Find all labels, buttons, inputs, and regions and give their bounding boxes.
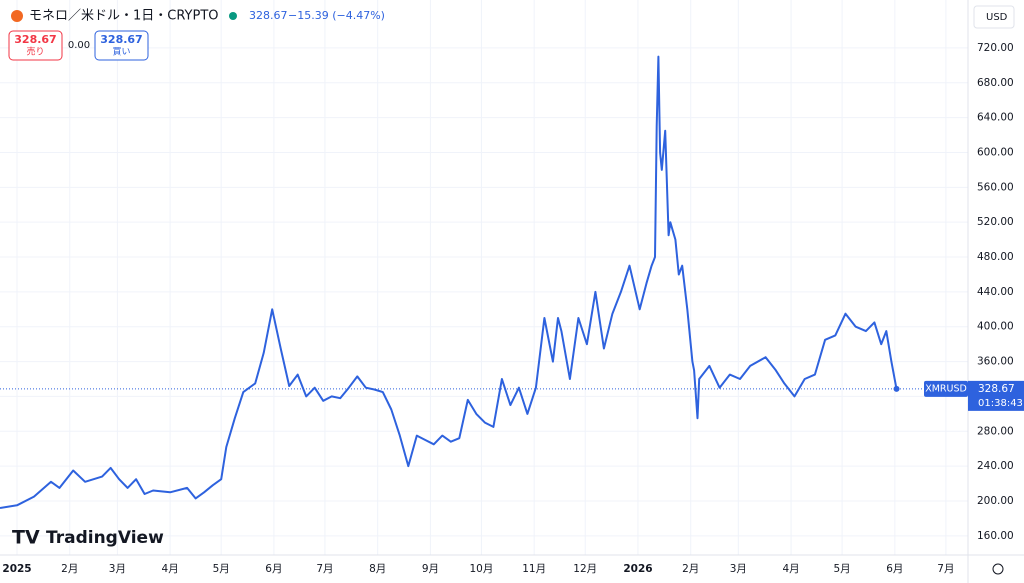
y-tick-label: 280.00: [977, 425, 1014, 437]
y-tick-label: 520.00: [977, 216, 1014, 228]
x-tick-label: 2026: [623, 563, 652, 575]
y-tick-label: 560.00: [977, 181, 1014, 193]
x-tick-label: 6月: [886, 563, 903, 575]
coin-icon: [11, 10, 23, 22]
grid: [0, 0, 968, 555]
y-tick-label: 360.00: [977, 356, 1014, 368]
last-price: 328.67: [249, 9, 288, 22]
chart-title: モネロ／米ドル・1日・CRYPTO: [29, 9, 219, 24]
y-tick-label: 720.00: [977, 42, 1014, 54]
symbol-label: XMRUSD: [925, 383, 967, 394]
y-tick-label: 640.00: [977, 112, 1014, 124]
currency[interactable]: USD: [986, 12, 1008, 23]
symbol-tag: [924, 380, 968, 397]
x-tick-label: 4月: [782, 563, 799, 575]
x-tick-label: 2月: [61, 563, 78, 575]
status-dot: [229, 12, 237, 20]
brand: TradingView: [46, 528, 164, 548]
spread: 0.00: [68, 40, 90, 51]
buy-button[interactable]: [94, 30, 149, 61]
price-tag-value: 328.67: [978, 383, 1015, 395]
x-tick-label: 2025: [2, 563, 31, 575]
currency-button[interactable]: [973, 5, 1015, 29]
sell-button[interactable]: [8, 30, 63, 61]
y-tick-label: 600.00: [977, 146, 1014, 158]
x-tick-label: 6月: [265, 563, 282, 575]
x-tick-label: 12月: [573, 563, 597, 575]
x-tick-label: 11月: [522, 563, 546, 575]
buy-price[interactable]: 328.67: [100, 33, 142, 46]
y-tick-label: 240.00: [977, 460, 1014, 472]
x-tick-label: 8月: [369, 563, 386, 575]
y-tick-label: 200.00: [977, 495, 1014, 507]
y-tick-label: 160.00: [977, 530, 1014, 542]
x-tick-label: 5月: [834, 563, 851, 575]
x-tick-label: 10月: [470, 563, 494, 575]
x-tick-label: 7月: [937, 563, 954, 575]
sell-label[interactable]: 売り: [26, 46, 44, 58]
x-tick-label: 2月: [682, 563, 699, 575]
change: −15.39 (−4.47%): [288, 9, 385, 22]
last-point: [893, 385, 900, 392]
x-tick-label: 9月: [422, 563, 439, 575]
y-tick-label: 400.00: [977, 321, 1014, 333]
y-tick-label: 680.00: [977, 77, 1014, 89]
x-tick-label: 3月: [109, 563, 126, 575]
x-tick-label: 4月: [162, 563, 179, 575]
buy-label[interactable]: 買い: [112, 47, 130, 58]
x-tick-label: 7月: [316, 563, 333, 575]
brand-icon: TV: [12, 527, 40, 549]
sell-price[interactable]: 328.67: [14, 33, 56, 46]
settings-icon[interactable]: [992, 563, 1004, 575]
x-tick-label: 5月: [213, 563, 230, 575]
y-tick-label: 440.00: [977, 286, 1014, 298]
y-tick-label: 480.00: [977, 251, 1014, 263]
price-line: [0, 55, 898, 509]
price-tag: [968, 380, 1024, 411]
countdown: 01:38:43: [978, 398, 1023, 409]
x-tick-label: 3月: [730, 563, 747, 575]
